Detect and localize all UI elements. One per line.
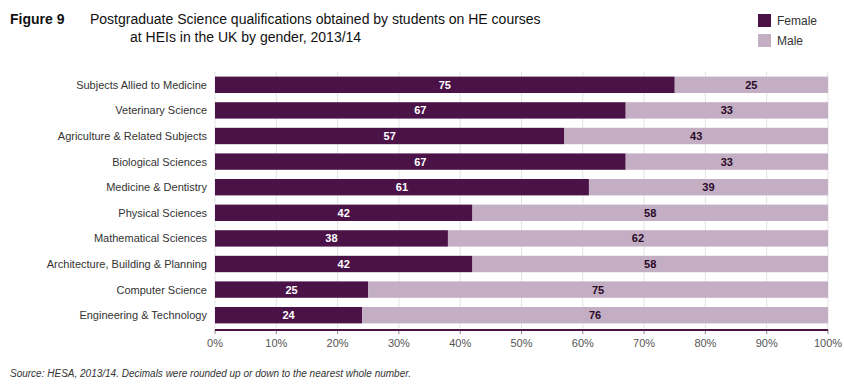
bar [215,77,675,93]
bar [626,153,828,169]
data-label: 76 [589,309,601,321]
bar [448,230,828,246]
category-label: Computer Science [117,284,208,296]
category-label: Medicine & Dentistry [106,181,207,193]
bar [362,307,828,323]
legend-swatch [758,34,771,47]
tick-label: 10% [265,337,287,349]
bar [589,179,828,195]
data-label: 39 [702,181,714,193]
x-axis-line [215,329,828,331]
legend: Female Male [758,14,817,48]
data-label: 33 [721,104,733,116]
bar [215,281,368,297]
tick-label: 20% [327,337,349,349]
bar [215,256,472,272]
legend-label: Female [777,14,817,28]
bar [215,102,626,118]
category-label: Architecture, Building & Planning [47,258,207,270]
tick-label: 90% [756,337,778,349]
bar [215,153,626,169]
category-label: Agriculture & Related Subjects [58,130,208,142]
data-label: 58 [644,258,656,270]
category-label: Veterinary Science [115,104,207,116]
tick-label: 50% [510,337,532,349]
tick-label: 40% [449,337,471,349]
bar [472,205,828,221]
data-label: 61 [396,181,408,193]
category-label: Biological Sciences [112,156,207,168]
data-label: 43 [690,130,702,142]
title: Figure 9 [10,11,65,27]
annotation: Source: HESA, 2013/14. Decimals were rou… [10,368,411,379]
data-label: 42 [338,207,350,219]
bar [675,77,828,93]
data-label: 42 [338,258,350,270]
data-label: 25 [745,79,757,91]
grid [215,72,828,328]
bar [215,307,362,323]
bar [215,205,472,221]
tick-label: 100% [814,337,842,349]
data-label: 62 [632,232,644,244]
data-label: 33 [721,156,733,168]
subtitle-line: Postgraduate Science qualifications obta… [90,11,541,27]
tick-label: 60% [572,337,594,349]
category-label: Mathematical Sciences [94,232,208,244]
data-label: 58 [644,207,656,219]
data-label: 75 [592,284,604,296]
data-label: 67 [414,104,426,116]
data-label: 24 [282,309,295,321]
tick-label: 70% [633,337,655,349]
bar [215,128,564,144]
bar [564,128,828,144]
tick-label: 0% [207,337,223,349]
bar [215,179,589,195]
bar [626,102,828,118]
bar [215,230,448,246]
category-label: Subjects Allied to Medicine [76,79,207,91]
chart: Figure 9 Postgraduate Science qualificati… [0,0,844,387]
bar [368,281,828,297]
data-label: 57 [384,130,396,142]
subtitle: Postgraduate Science qualifications obta… [90,11,541,45]
data-label: 75 [439,79,451,91]
bars [215,77,828,324]
data-label: 38 [325,232,337,244]
data-label: 67 [414,156,426,168]
category-label: Engineering & Technology [79,309,207,321]
legend-swatch [758,14,771,27]
bar [472,256,828,272]
y-axis: Subjects Allied to Medicine Veterinary Sc… [47,79,208,321]
category-label: Physical Sciences [118,207,207,219]
subtitle-line: at HEIs in the UK by gender, 2013/14 [130,29,361,45]
legend-label: Male [777,34,803,48]
tick-label: 30% [388,337,410,349]
x-axis: 0% 10% 20% 30% 40% 50% 60% 70% 80% 90% 100% [207,330,842,349]
tick-label: 80% [694,337,716,349]
data-labels: 75 25 67 33 57 43 67 33 61 39 42 58 38 62 42 58 25 75 24 76 [282,79,757,321]
data-label: 25 [286,284,298,296]
